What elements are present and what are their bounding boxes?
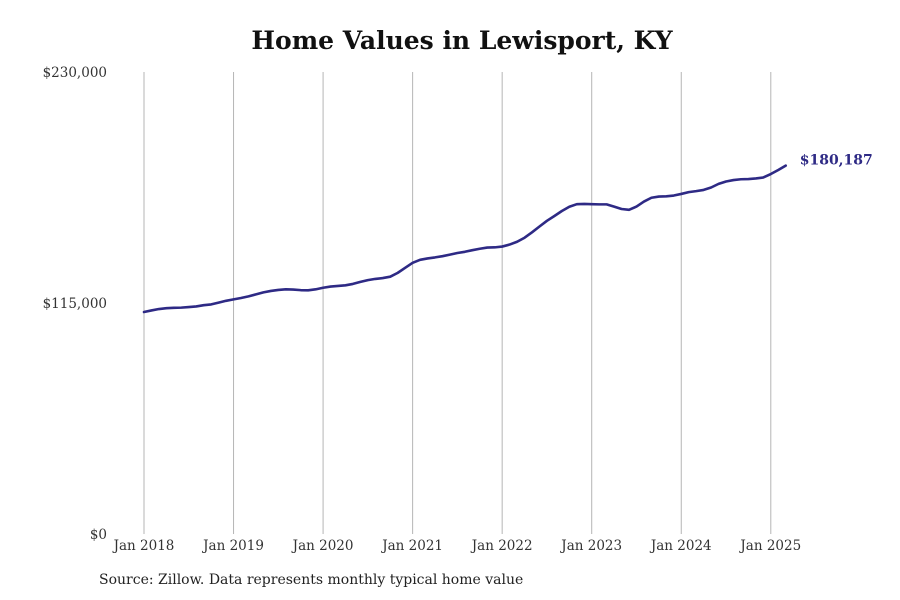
y-tick-label: $0	[90, 527, 107, 543]
series-line	[142, 164, 788, 314]
y-tick-label: $115,000	[43, 296, 107, 312]
x-tick-label: Jan 2020	[291, 538, 354, 554]
x-tick-label: Jan 2023	[559, 538, 622, 554]
x-tick-label: Jan 2022	[470, 538, 533, 554]
x-tick-label: Jan 2018	[112, 538, 175, 554]
chart-title: Home Values in Lewisport, KY	[251, 26, 673, 55]
x-tick-label: Jan 2019	[201, 538, 264, 554]
x-tick-label: Jan 2025	[738, 538, 801, 554]
source-note: Source: Zillow. Data represents monthly …	[99, 572, 524, 588]
x-tick-label: Jan 2021	[380, 538, 443, 554]
y-tick-label: $230,000	[43, 65, 107, 81]
end-value-label: $180,187	[800, 153, 873, 169]
x-tick-label: Jan 2024	[649, 538, 712, 554]
